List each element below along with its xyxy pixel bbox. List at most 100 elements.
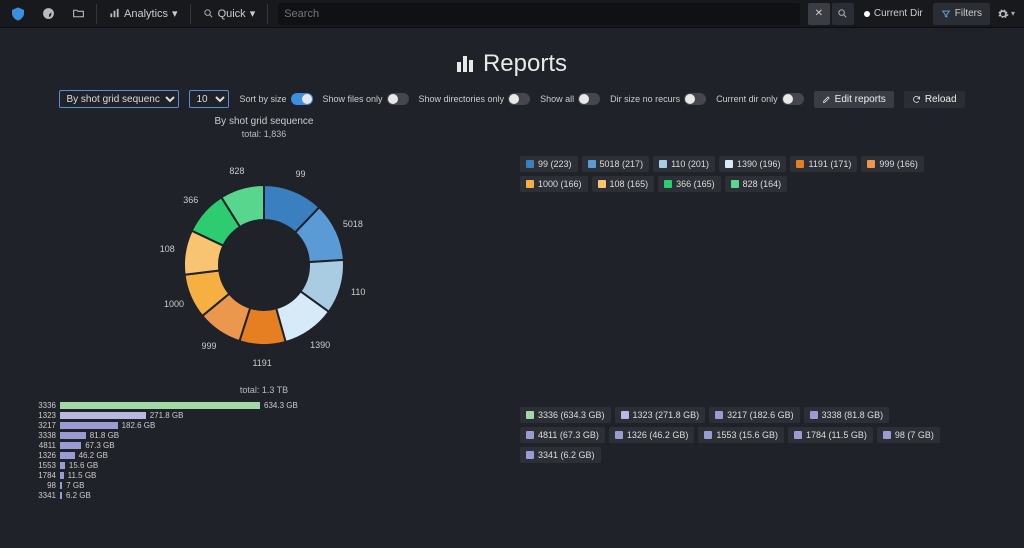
- toggle-track[interactable]: [387, 93, 409, 105]
- bar-track: 46.2 GB: [60, 452, 504, 459]
- legend-item[interactable]: 1000 (166): [520, 176, 588, 192]
- search-clear-button[interactable]: ✕: [808, 3, 830, 25]
- search-input[interactable]: [284, 8, 794, 20]
- bar-fill[interactable]: [60, 422, 118, 429]
- bar-fill[interactable]: [60, 402, 260, 409]
- legend-item[interactable]: 110 (201): [653, 156, 715, 172]
- search-submit-button[interactable]: [832, 3, 854, 25]
- legend-swatch: [588, 160, 596, 168]
- folder-icon[interactable]: [64, 2, 92, 26]
- toggle-label: Current dir only: [716, 94, 778, 104]
- bar-label: 1553: [24, 461, 60, 470]
- bar-fill[interactable]: [60, 492, 62, 499]
- legend-item[interactable]: 4811 (67.3 GB): [520, 427, 605, 443]
- bar-total: total: 1.3 TB: [24, 385, 504, 395]
- legend-item[interactable]: 98 (7 GB): [877, 427, 940, 443]
- donut-slice-label: 108: [160, 244, 175, 254]
- quick-menu[interactable]: Quick ▾: [195, 2, 264, 26]
- legend-text: 1191 (171): [808, 159, 851, 169]
- legend-item[interactable]: 1323 (271.8 GB): [615, 407, 706, 423]
- dashboard-icon[interactable]: [34, 2, 62, 26]
- legend-swatch: [598, 180, 606, 188]
- toggle-track[interactable]: [782, 93, 804, 105]
- bar-chart-col: total: 1.3 TB 3336 634.3 GB 1323 271.8 G…: [24, 385, 504, 501]
- bar-fill[interactable]: [60, 472, 64, 479]
- bar-track: 15.6 GB: [60, 462, 504, 469]
- controls-row: By shot grid sequenc 10 Sort by size Sho…: [24, 90, 1000, 108]
- legend-item[interactable]: 3341 (6.2 GB): [520, 447, 601, 463]
- legend-item[interactable]: 1191 (171): [790, 156, 857, 172]
- count-select[interactable]: 10: [189, 90, 229, 108]
- edit-reports-label: Edit reports: [835, 94, 886, 105]
- bar-fill[interactable]: [60, 432, 86, 439]
- legend-item[interactable]: 108 (165): [592, 176, 655, 192]
- legend-item[interactable]: 828 (164): [725, 176, 788, 192]
- settings-menu[interactable]: ▾: [992, 2, 1020, 26]
- legend-item[interactable]: 1553 (15.6 GB): [698, 427, 784, 443]
- legend-text: 108 (165): [610, 179, 649, 189]
- legend-item[interactable]: 366 (165): [658, 176, 721, 192]
- toggle-show-directories-only[interactable]: Show directories only: [419, 93, 531, 105]
- page-title: Reports: [483, 50, 567, 78]
- bar-row: 98 7 GB: [24, 481, 504, 490]
- bar-fill[interactable]: [60, 442, 81, 449]
- toggle-track[interactable]: [291, 93, 313, 105]
- caret-down-icon: ▾: [1011, 9, 1015, 18]
- donut-total: total: 1,836: [24, 129, 504, 139]
- donut-slice-label: 366: [183, 195, 198, 205]
- legend-text: 98 (7 GB): [895, 430, 934, 440]
- legend-swatch: [526, 411, 534, 419]
- current-dir-label: Current Dir: [874, 8, 923, 19]
- filters-button[interactable]: Filters: [933, 3, 990, 25]
- toggle-sort-by-size[interactable]: Sort by size: [239, 93, 312, 105]
- bar-row: 1323 271.8 GB: [24, 411, 504, 420]
- legend-item[interactable]: 5018 (217): [582, 156, 650, 172]
- legend-item[interactable]: 1326 (46.2 GB): [609, 427, 695, 443]
- legend-item[interactable]: 3338 (81.8 GB): [804, 407, 890, 423]
- bar-fill[interactable]: [60, 452, 75, 459]
- bar-row: 1784 11.5 GB: [24, 471, 504, 480]
- legend-item[interactable]: 999 (166): [861, 156, 924, 172]
- legend-item[interactable]: 3336 (634.3 GB): [520, 407, 611, 423]
- legend-swatch: [883, 431, 891, 439]
- legend-item[interactable]: 99 (223): [520, 156, 578, 172]
- toggle-show-all[interactable]: Show all: [540, 93, 600, 105]
- donut-row: By shot grid sequence total: 1,836 99501…: [24, 116, 1000, 375]
- edit-reports-button[interactable]: Edit reports: [814, 91, 894, 108]
- bar-fill[interactable]: [60, 462, 65, 469]
- bar-label: 1323: [24, 411, 60, 420]
- group-by-select[interactable]: By shot grid sequenc: [59, 90, 179, 108]
- bar-row: 3217 182.6 GB: [24, 421, 504, 430]
- donut-slice-label: 1191: [252, 358, 271, 368]
- toggle-current-dir-only[interactable]: Current dir only: [716, 93, 804, 105]
- toggle-show-files-only[interactable]: Show files only: [323, 93, 409, 105]
- legend-item[interactable]: 1390 (196): [719, 156, 787, 172]
- analytics-menu[interactable]: Analytics ▾: [101, 2, 186, 26]
- reload-label: Reload: [925, 94, 957, 105]
- bar-value: 182.6 GB: [122, 421, 156, 430]
- bar-track: 271.8 GB: [60, 412, 504, 419]
- donut-chart-col: By shot grid sequence total: 1,836 99501…: [24, 116, 504, 375]
- bar-fill[interactable]: [60, 482, 62, 489]
- donut-slice-label: 99: [296, 169, 306, 179]
- legend-item[interactable]: 3217 (182.6 GB): [709, 407, 800, 423]
- app-logo[interactable]: [4, 2, 32, 26]
- reload-icon: [912, 95, 921, 104]
- reload-button[interactable]: Reload: [904, 91, 965, 108]
- toggle-track[interactable]: [684, 93, 706, 105]
- legend-item[interactable]: 1784 (11.5 GB): [788, 427, 873, 443]
- toggle-track[interactable]: [508, 93, 530, 105]
- top-nav: Analytics ▾ Quick ▾ ✕ Current Dir Filter…: [0, 0, 1024, 28]
- bar-fill[interactable]: [60, 412, 146, 419]
- legend-swatch: [526, 180, 534, 188]
- toggle-track[interactable]: [578, 93, 600, 105]
- donut-slice-label: 1000: [164, 299, 184, 309]
- bar-label: 3338: [24, 431, 60, 440]
- bar-value: 81.8 GB: [90, 431, 119, 440]
- bar-row: 3336 634.3 GB: [24, 401, 504, 410]
- bar-row: 1326 46.2 GB: [24, 451, 504, 460]
- current-dir-indicator[interactable]: Current Dir: [856, 3, 931, 25]
- toggle-dir-size-no-recurs[interactable]: Dir size no recurs: [610, 93, 706, 105]
- bar-track: 11.5 GB: [60, 472, 504, 479]
- bar-legend: 3336 (634.3 GB)1323 (271.8 GB)3217 (182.…: [520, 407, 950, 463]
